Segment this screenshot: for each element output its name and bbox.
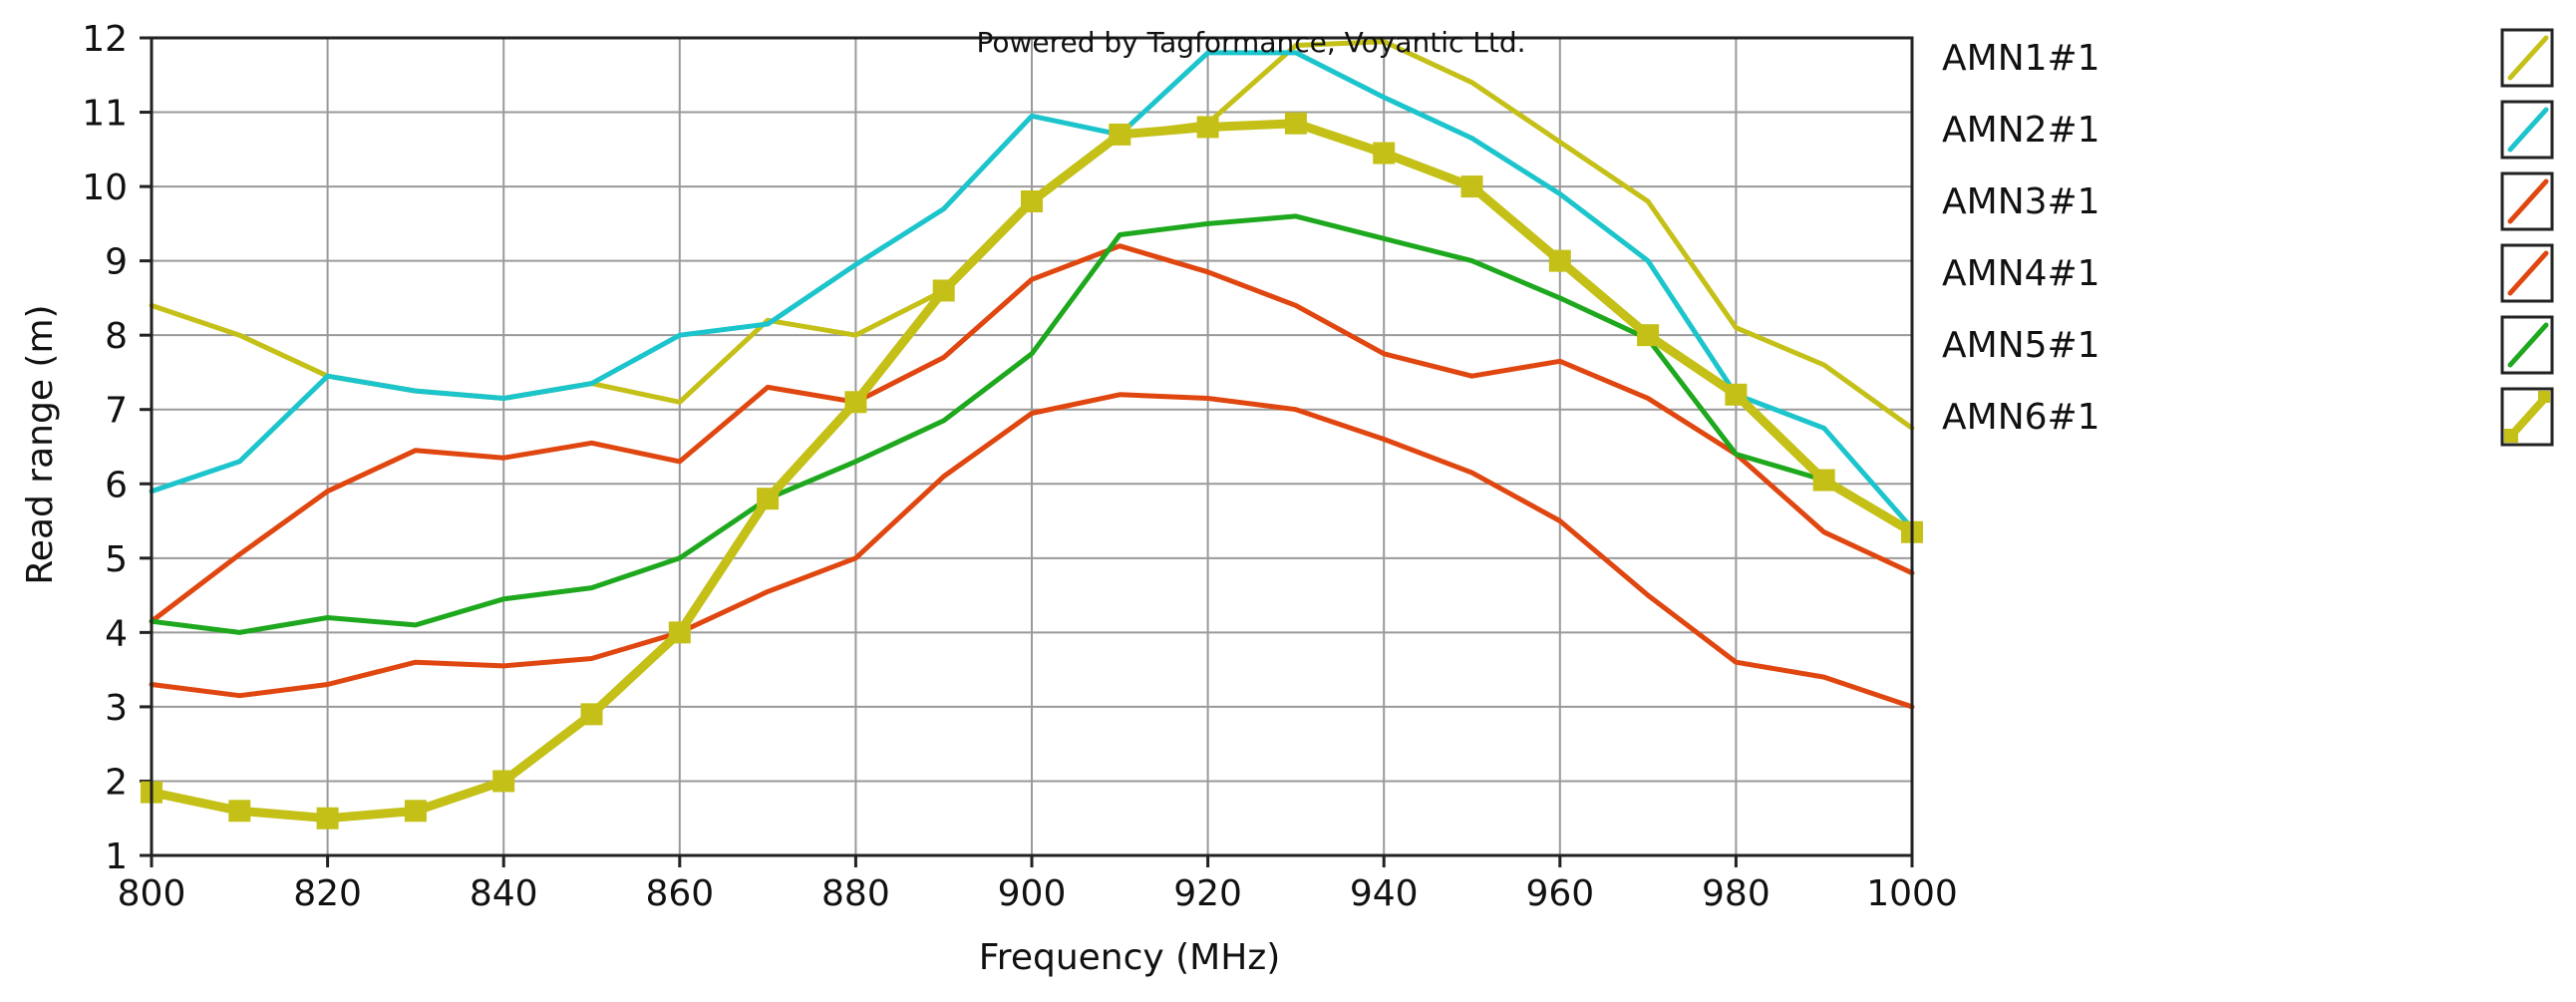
y-tick-label: 5 [105,539,128,580]
legend-swatch-marker [2538,391,2550,403]
data-point-marker [1460,175,1483,198]
series-line [149,392,1915,710]
y-tick-label: 2 [105,762,128,803]
data-point-marker [316,807,339,830]
data-point-marker [492,770,515,793]
series-line [149,213,1915,635]
legend-swatch-marker [2504,429,2518,443]
x-tick-label: 980 [1702,873,1771,914]
y-tick-label: 9 [105,242,128,283]
legend-item: AMN1#1 [1942,28,2554,88]
legend-item: AMN3#1 [1942,171,2554,231]
series-amn5-1 [149,213,1915,635]
x-tick-label: 800 [118,873,186,914]
legend-item: AMN4#1 [1942,243,2554,303]
series-amn6-1 [141,112,1923,830]
data-point-marker [844,391,867,414]
x-tick-label: 880 [821,873,890,914]
legend-swatch-line [2507,250,2549,296]
series-amn3-1 [149,243,1915,624]
y-tick-label: 6 [105,465,128,505]
y-tick-label: 11 [82,94,128,135]
data-point-marker [1637,324,1660,347]
data-point-marker [580,703,603,726]
x-axis-label: Frequency (MHz) [979,937,1281,978]
legend-label: AMN4#1 [1942,253,2100,294]
axis-ticks: 800 820 840 860 880 900 920 940 960 980 1000123456… [82,19,1958,914]
legend-label: AMN2#1 [1942,110,2100,151]
legend-item: AMN6#1 [1942,387,2554,447]
grid [151,37,1913,856]
data-point-marker [1196,116,1219,139]
x-tick-label: 920 [1173,873,1242,914]
y-tick-label: 4 [105,613,128,654]
legend-swatch-line [2507,322,2549,368]
data-point-marker [1725,383,1748,406]
x-tick-label: 820 [293,873,362,914]
y-tick-label: 12 [82,19,128,60]
legend: AMN1#1 AMN2#1 AMN3#1 AMN4#1 AMN5#1 AMN6#1 [1942,28,2554,447]
data-point-marker [1373,142,1396,165]
legend-swatch-line [2507,178,2549,224]
data-point-marker [228,800,251,823]
x-tick-label: 940 [1350,873,1419,914]
legend-item: AMN5#1 [1942,315,2554,375]
data-point-marker [668,621,691,644]
y-tick-label: 7 [105,391,128,432]
x-tick-label: 960 [1525,873,1594,914]
legend-swatch-line [2507,35,2549,81]
plot-frame [150,36,1914,857]
y-tick-label: 3 [105,688,128,729]
x-tick-label: 840 [470,873,538,914]
legend-swatch-line [2507,107,2549,153]
data-point-marker [1812,469,1835,492]
x-tick-label: 1000 [1866,873,1958,914]
legend-label: AMN3#1 [1942,181,2100,222]
legend-label: AMN6#1 [1942,397,2100,438]
series-amn4-1 [149,392,1915,710]
series-amn2-1 [149,50,1915,531]
x-tick-label: 860 [645,873,714,914]
legend-label: AMN1#1 [1942,38,2100,79]
data-point-marker [1109,123,1131,146]
series-line [149,50,1915,531]
data-point-marker [1284,112,1307,135]
y-axis-label: Read range (m) [20,304,61,584]
y-tick-label: 8 [105,316,128,357]
data-point-marker [1548,249,1571,272]
legend-label: AMN5#1 [1942,325,2100,366]
y-tick-label: 1 [105,836,128,877]
data-point-marker [932,279,955,302]
x-tick-label: 900 [998,873,1067,914]
data-point-marker [757,488,780,510]
watermark: Powered by Tagformance, Voyantic Ltd. [976,26,1525,59]
series-lines [141,39,1923,830]
data-point-marker [404,800,427,823]
data-point-marker [1021,190,1043,212]
y-tick-label: 10 [82,167,128,208]
legend-item: AMN2#1 [1942,100,2554,160]
series-line [149,243,1915,624]
